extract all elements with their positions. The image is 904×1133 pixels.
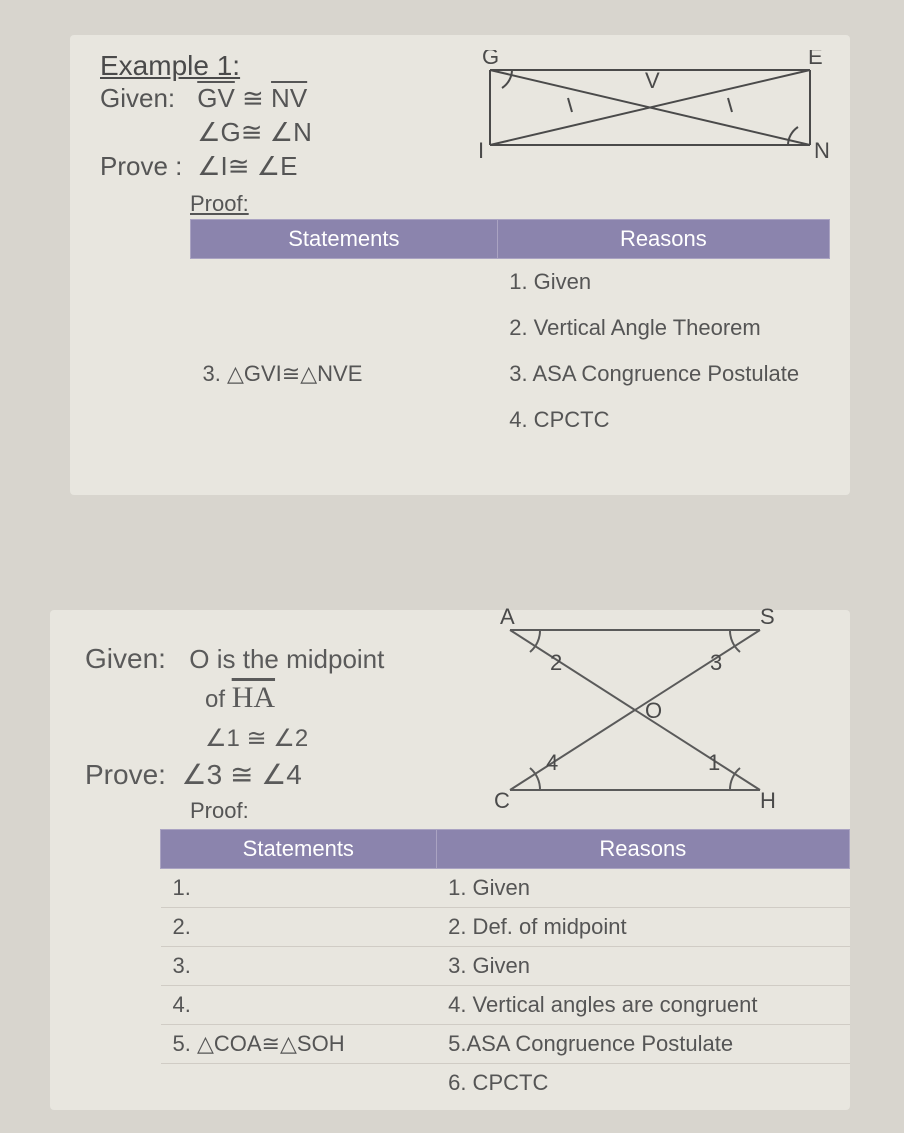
table-row: 1.1. Given [161, 868, 850, 907]
reasons-header: Reasons [497, 220, 829, 259]
proof-table-2: Statements Reasons 1.1. Given 2.2. Def. … [160, 829, 850, 1102]
table-row: 1. Given [191, 259, 830, 306]
segment-gv: GV [197, 83, 235, 113]
given-label: Given: [100, 82, 190, 116]
table-row: 3. △GVI≅△NVE 3. ASA Congruence Postulate [191, 351, 830, 397]
svg-text:4: 4 [546, 750, 558, 775]
table-row: 2.2. Def. of midpoint [161, 907, 850, 946]
given-label-2: Given: [85, 643, 166, 674]
svg-text:A: A [500, 604, 515, 629]
table-row: 3.3. Given [161, 946, 850, 985]
svg-text:C: C [494, 788, 510, 813]
svg-text:E: E [808, 50, 823, 69]
svg-text:I: I [478, 138, 484, 160]
statements-header: Statements [191, 220, 498, 259]
example-1-section: Example 1: Given: GV ≅ NV ∠G≅ ∠N Prove :… [70, 35, 850, 495]
diagram-1: G E V I N [470, 50, 830, 160]
svg-text:V: V [645, 68, 660, 93]
svg-text:3: 3 [710, 650, 722, 675]
table-row: 6. CPCTC [161, 1063, 850, 1102]
svg-text:2: 2 [550, 650, 562, 675]
example-2-section: A S C H O 2 3 4 1 Given: O is the midpoi… [50, 610, 850, 1110]
prove-label: Prove : [100, 150, 190, 184]
table-row: 2. Vertical Angle Theorem [191, 305, 830, 351]
svg-text:O: O [645, 698, 662, 723]
table-row: 5. △COA≅△SOH5.ASA Congruence Postulate [161, 1024, 850, 1063]
reasons-header-2: Reasons [436, 829, 849, 868]
proof-label-1: Proof: [190, 191, 850, 217]
statements-header-2: Statements [161, 829, 437, 868]
svg-text:1: 1 [708, 750, 720, 775]
svg-text:G: G [482, 50, 499, 69]
segment-nv: NV [271, 83, 307, 113]
table-row: 4.4. Vertical angles are congruent [161, 985, 850, 1024]
svg-text:H: H [760, 788, 776, 813]
svg-text:N: N [814, 138, 830, 160]
svg-text:S: S [760, 604, 775, 629]
diagram-2: A S C H O 2 3 4 1 [470, 580, 800, 820]
table-row: 4. CPCTC [191, 397, 830, 443]
proof-table-1: Statements Reasons 1. Given 2. Vertical … [190, 219, 830, 443]
prove-label-2: Prove: [85, 759, 166, 790]
